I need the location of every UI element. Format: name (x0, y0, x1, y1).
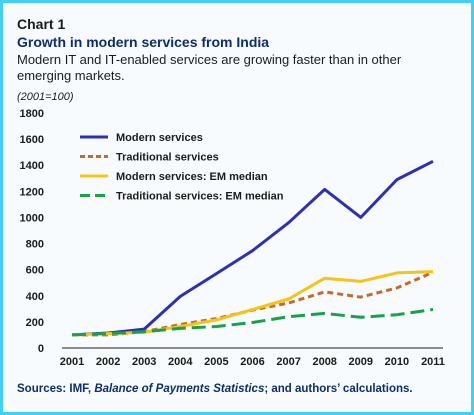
chart-title: Growth in modern services from India (17, 34, 270, 50)
x-tick-label: 2011 (421, 356, 445, 368)
y-tick-label: 1400 (20, 160, 44, 172)
x-tick-label: 2001 (60, 356, 84, 368)
legend-label: Traditional services: EM median (116, 191, 284, 203)
y-tick-label: 200 (26, 317, 44, 329)
source-suffix: ; and authors’ calculations. (264, 383, 413, 395)
x-tick-label: 2006 (240, 356, 264, 368)
legend-label: Modern services (116, 132, 203, 144)
y-tick-label: 400 (26, 291, 44, 303)
y-tick-label: 600 (26, 265, 44, 277)
x-tick-label: 2009 (349, 356, 373, 368)
series-line-2 (72, 270, 434, 337)
chart-subtitle: Modern IT and IT-enabled services are gr… (17, 52, 402, 83)
y-tick-label: 1000 (20, 212, 44, 224)
x-tick-label: 2010 (385, 356, 409, 368)
series-line-3 (71, 270, 434, 337)
x-tick-label: 2008 (312, 356, 336, 368)
source-prefix: Sources: IMF, (17, 383, 95, 395)
series-line-1 (71, 159, 434, 337)
y-tick-label: 1200 (20, 186, 44, 198)
y-tick-label: 800 (26, 239, 44, 251)
y-tick-label: 0 (38, 343, 44, 355)
x-tick-label: 2005 (204, 356, 228, 368)
source-note: Sources: IMF, Balance of Payments Statis… (17, 383, 413, 395)
source-publication: Balance of Payments Statistics (94, 383, 265, 395)
legend-label: Modern services: EM median (116, 171, 268, 183)
y-axis-units: (2001=100) (17, 91, 74, 103)
legend-label: Traditional services (116, 152, 219, 164)
x-tick-label: 2007 (276, 356, 300, 368)
chart-number-label: Chart 1 (17, 16, 66, 32)
x-tick-label: 2003 (132, 356, 156, 368)
y-tick-label: 1800 (20, 108, 44, 120)
x-tick-label: 2004 (168, 356, 193, 368)
series-line-4 (71, 308, 434, 337)
y-tick-label: 1600 (20, 134, 44, 146)
x-tick-label: 2002 (96, 356, 120, 368)
